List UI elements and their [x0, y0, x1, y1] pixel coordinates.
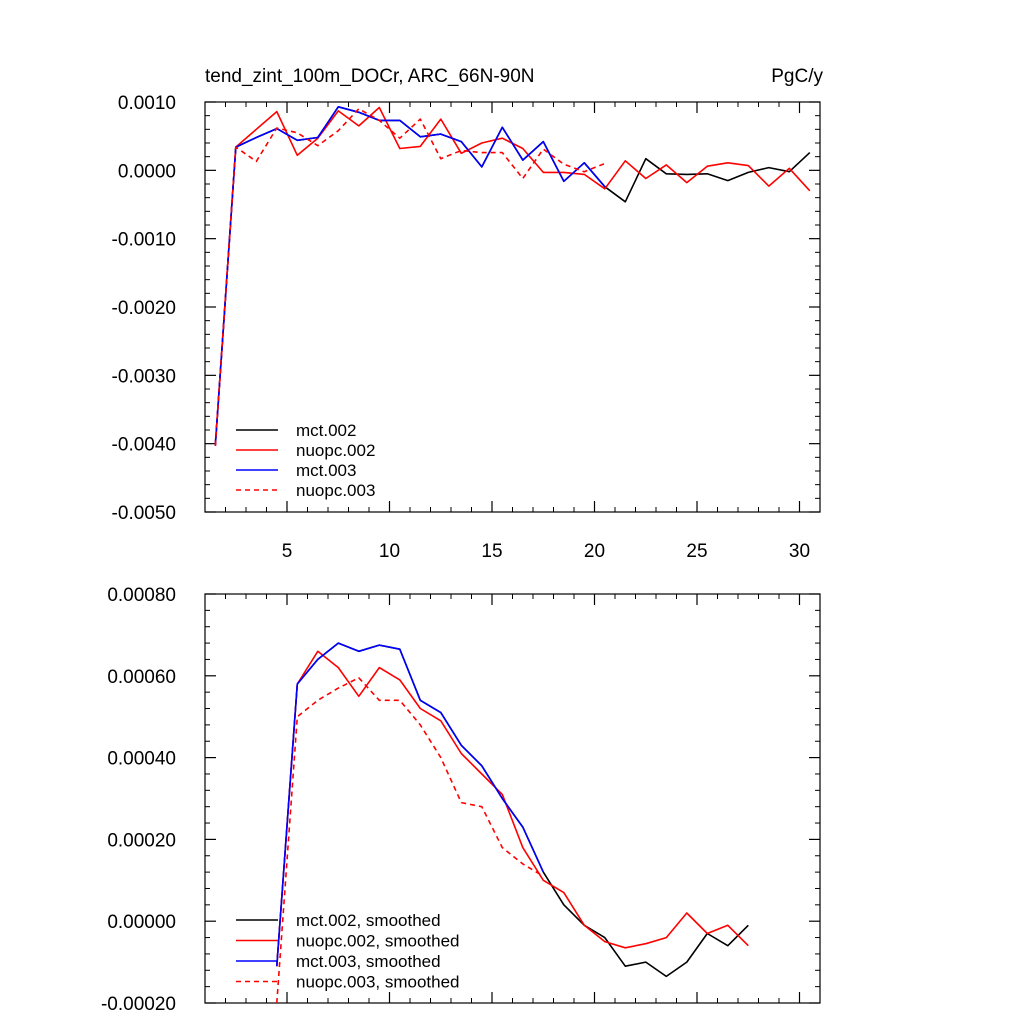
series-line-nuopc-003-smoothed	[276, 676, 544, 1004]
series-line-mct-002	[214, 106, 811, 446]
legend-label: nuopc.003, smoothed	[296, 973, 460, 992]
legend-label: mct.003, smoothed	[296, 952, 441, 971]
legend-label: nuopc.002	[296, 441, 375, 460]
series-line-nuopc-002-smoothed	[276, 650, 749, 967]
bottom-panel: 0.00080 0.00060 0.00040 0.00020 0.00000 -0.00…	[101, 585, 821, 1015]
x-tick-label: 30	[789, 541, 810, 562]
legend-label: mct.002, smoothed	[296, 911, 441, 930]
y-tick-label: 0.00080	[107, 585, 176, 606]
y-tick-label: 0.0010	[118, 93, 176, 114]
top-panel: tend_zint_100m_DOCr, ARC_66N-90N PgC/y 5…	[112, 66, 824, 562]
y-tick-label: 0.00000	[107, 912, 176, 933]
y-tick-label: 0.00060	[107, 667, 176, 688]
y-tick-label: 0.0000	[118, 161, 176, 182]
top-chart-title: tend_zint_100m_DOCr, ARC_66N-90N	[205, 66, 535, 87]
series-line-nuopc-003	[214, 108, 606, 446]
series-line-mct-003	[214, 106, 606, 446]
y-tick-label: -0.0040	[112, 435, 176, 456]
y-tick-label: -0.0010	[112, 230, 176, 251]
legend-label: nuopc.003	[296, 481, 375, 500]
top-chart-units: PgC/y	[771, 66, 823, 87]
x-tick-label: 25	[686, 541, 707, 562]
x-tick-label: 5	[282, 541, 293, 562]
y-tick-label: -0.0020	[112, 298, 176, 319]
legend-label: nuopc.002, smoothed	[296, 932, 460, 951]
y-tick-label: 0.00040	[107, 749, 176, 770]
y-tick-label: -0.0050	[112, 503, 176, 524]
x-tick-label: 10	[379, 541, 400, 562]
y-tick-label: 0.00020	[107, 830, 176, 851]
legend-label: mct.002	[296, 421, 356, 440]
series-line-nuopc-002	[214, 106, 811, 446]
x-tick-label: 20	[584, 541, 605, 562]
x-tick-label: 15	[481, 541, 502, 562]
series-line-mct-003-smoothed	[276, 642, 545, 967]
legend-label: mct.003	[296, 461, 356, 480]
y-tick-label: -0.0030	[112, 366, 176, 387]
y-tick-label: -0.00020	[101, 994, 176, 1015]
